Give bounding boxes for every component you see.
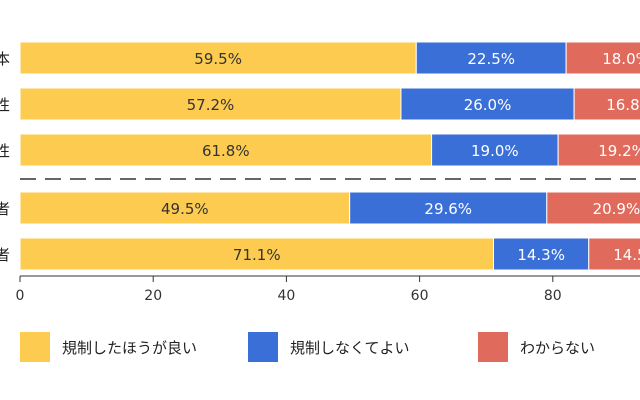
x-tick-label-0: 0 [16, 288, 25, 304]
category-label-2: 性 [0, 142, 10, 160]
data-label-1-3: 29.6% [424, 200, 472, 218]
data-label-2-0: 18.0% [602, 50, 640, 68]
bar-segment-2-1 [573, 87, 640, 121]
bar-segment-1-2 [431, 133, 559, 167]
category-label-4: 者 [0, 246, 10, 264]
bar-segment-1-1 [400, 87, 575, 121]
bar-segment-2-0 [565, 41, 640, 75]
bar-segment-1-4 [493, 237, 590, 271]
legend: 規制したほうが良い 規制しなくてよい わからない [0, 326, 640, 370]
data-label-0-1: 57.2% [187, 96, 235, 114]
data-label-2-1: 16.8% [606, 96, 640, 114]
x-tick-label-3: 60 [411, 288, 429, 304]
legend-label-oppose: 規制しなくてよい [290, 339, 410, 357]
category-label-1: 性 [0, 96, 10, 114]
x-tick-label-1: 20 [144, 288, 162, 304]
data-label-1-0: 22.5% [467, 50, 515, 68]
data-label-2-2: 19.2% [598, 142, 640, 160]
legend-swatch-favor [20, 332, 50, 362]
legend-swatch-oppose [248, 332, 278, 362]
data-label-2-4: 14.5% [613, 246, 640, 264]
bar-segment-0-1 [19, 87, 402, 121]
data-label-1-4: 14.3% [517, 246, 565, 264]
bar-segment-1-0 [415, 41, 567, 75]
data-label-0-4: 71.1% [233, 246, 281, 264]
legend-swatch-unknown [478, 332, 508, 362]
bar-segment-2-2 [557, 133, 640, 167]
stacked-bar-chart: 本性性者者59.5%22.5%18.0%57.2%26.0%16.8%61.8%… [0, 41, 640, 304]
bar-segment-0-3 [19, 191, 351, 225]
data-label-1-1: 26.0% [464, 96, 512, 114]
data-label-0-2: 61.8% [202, 142, 250, 160]
bar-segment-2-4 [588, 237, 640, 271]
data-label-0-3: 49.5% [161, 200, 209, 218]
x-tick-label-4: 80 [544, 288, 562, 304]
data-label-0-0: 59.5% [194, 50, 242, 68]
data-label-1-2: 19.0% [471, 142, 519, 160]
category-label-3: 者 [0, 200, 10, 218]
legend-label-favor: 規制したほうが良い [62, 339, 198, 357]
x-tick-label-2: 40 [277, 288, 295, 304]
bar-segment-0-4 [19, 237, 495, 271]
category-label-0: 本 [0, 50, 10, 68]
data-label-2-3: 20.9% [593, 200, 640, 218]
bar-segment-0-0 [19, 41, 417, 75]
bar-segment-2-3 [546, 191, 640, 225]
legend-label-unknown: わからない [520, 339, 596, 357]
